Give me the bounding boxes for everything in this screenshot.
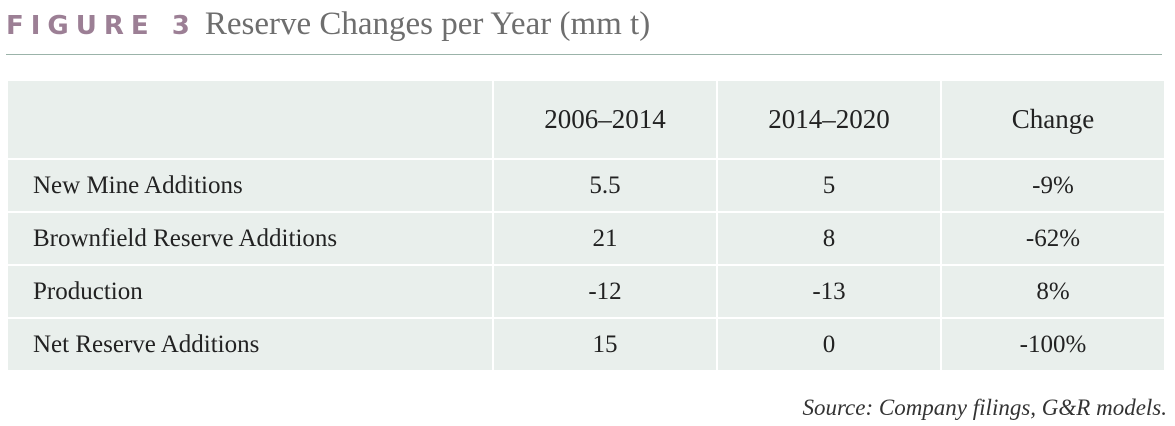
table-cell: 5.5 — [493, 159, 718, 213]
table-row: Net Reserve Additions 15 0 -100% — [8, 318, 1164, 370]
table-cell: 5 — [717, 159, 942, 213]
table-cell: -100% — [1019, 330, 1087, 358]
table-cell: 8% — [941, 265, 1164, 319]
table-row: Production -12 -13 8% — [8, 265, 1164, 319]
title-divider — [6, 54, 1162, 55]
table-header-row: 2006–2014 2014–2020 Change — [8, 81, 1164, 160]
table-cell: -62% — [941, 212, 1164, 266]
table-cell: 8 — [717, 212, 942, 266]
source-note: Source: Company filings, G&R models. — [802, 395, 1167, 420]
reserve-changes-table: 2006–2014 2014–2020 Change New Mine Addi… — [8, 81, 1164, 370]
table-row: Brownfield Reserve Additions 21 8 -62% — [8, 212, 1164, 266]
figure-heading: FIGURE 3 Reserve Changes per Year (mm t) — [6, 6, 650, 46]
row-label: Production — [8, 265, 494, 319]
figure-title: Reserve Changes per Year (mm t) — [204, 6, 651, 42]
row-label: Net Reserve Additions — [8, 318, 494, 370]
table-row: New Mine Additions 5.5 5 -9% — [8, 159, 1164, 213]
column-header: Change — [941, 81, 1164, 160]
column-header — [8, 81, 494, 160]
table-cell: -13 — [717, 265, 942, 319]
row-label: New Mine Additions — [8, 159, 494, 213]
column-header: 2014–2020 — [717, 81, 942, 160]
row-label: Brownfield Reserve Additions — [8, 212, 494, 266]
table-cell: -12 — [493, 265, 718, 319]
table-cell: 0 — [717, 318, 942, 370]
table-cell: 15 — [493, 318, 718, 370]
figure-label: FIGURE 3 — [6, 11, 197, 41]
table-cell: -9% — [941, 159, 1164, 213]
table-cell: 21 — [493, 212, 718, 266]
column-header: 2006–2014 — [493, 81, 718, 160]
